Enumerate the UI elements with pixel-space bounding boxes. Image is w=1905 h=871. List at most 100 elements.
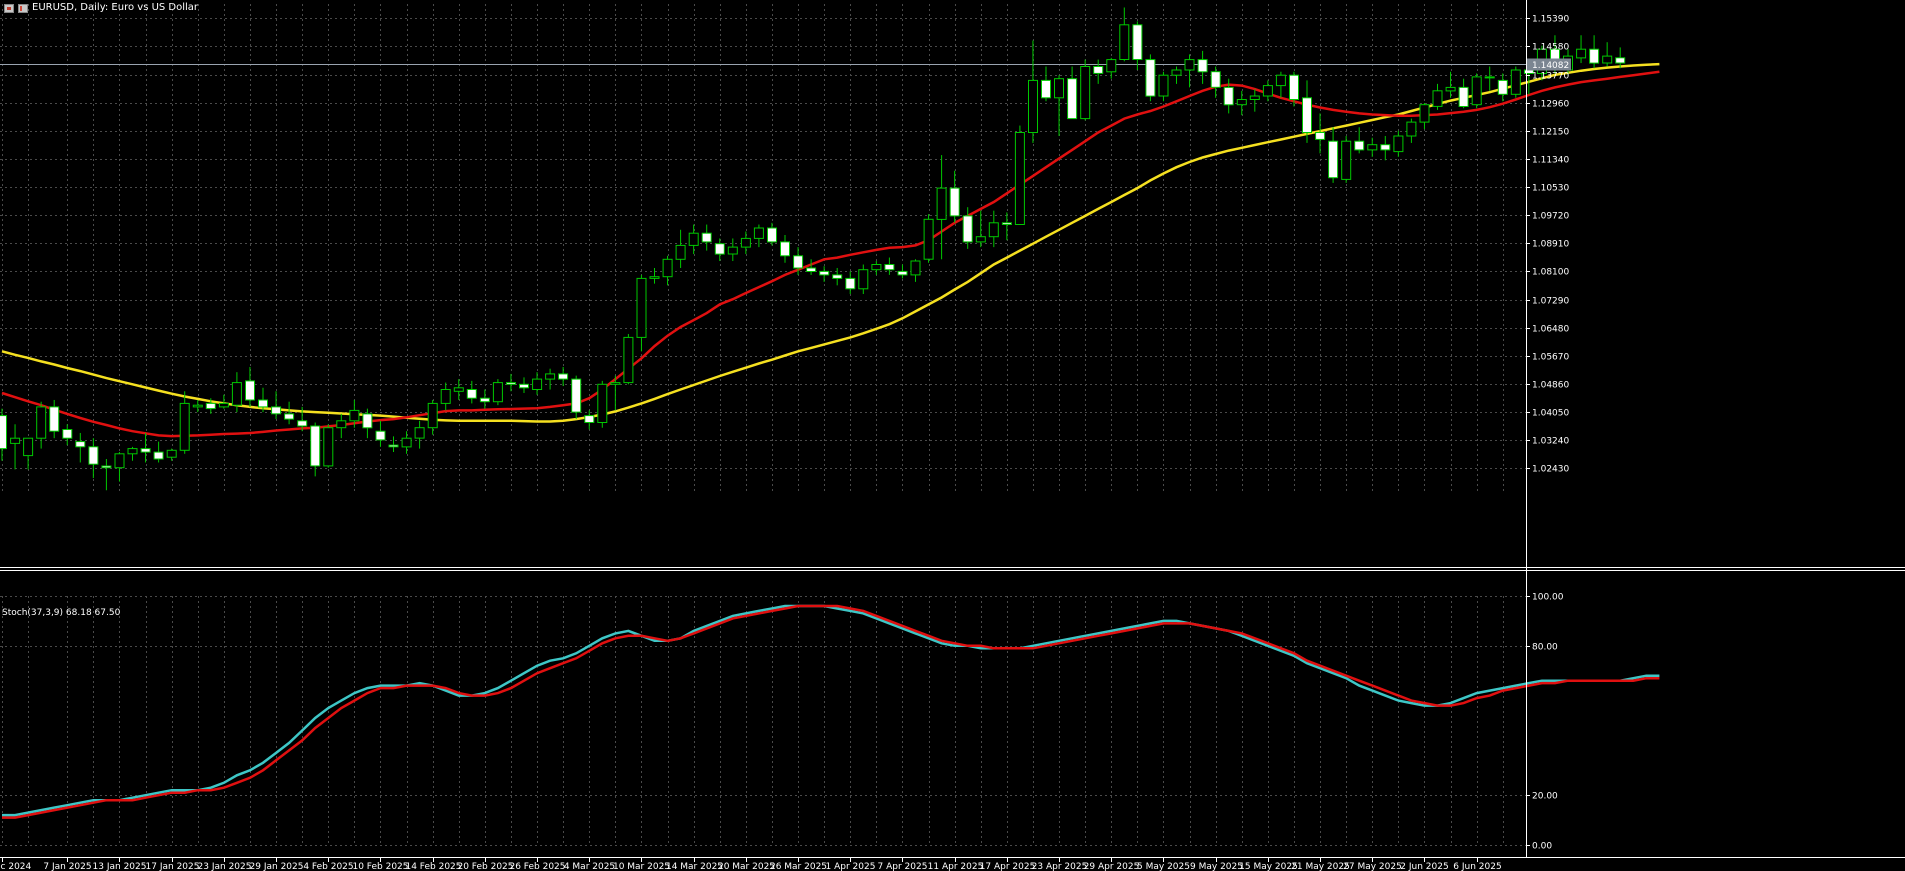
candle-body-bull (36, 406, 47, 439)
candle (1171, 66, 1182, 84)
candle-body-bull (127, 448, 138, 455)
candle-body-bull (1171, 69, 1182, 76)
candle-body-bull (975, 236, 986, 243)
candle-body-bull (636, 277, 647, 338)
candle-body-bull (675, 244, 686, 260)
candle (1236, 90, 1247, 116)
candle (205, 398, 216, 414)
candle-body-bear (153, 451, 164, 460)
candle (545, 368, 556, 390)
date-tick-label: 2 Jun 2025 (1400, 862, 1448, 871)
candle (936, 155, 947, 260)
date-tick-label: 26 Feb 2025 (509, 862, 565, 871)
candle-body-bull (727, 246, 738, 255)
candle (427, 399, 438, 435)
candle (284, 401, 295, 425)
date-tick-label: 6 Jun 2025 (1453, 862, 1501, 871)
ma-fast-line (1, 70, 1660, 438)
candle-body-bull (871, 264, 882, 271)
candle-body-bear (1041, 79, 1051, 99)
candle (1419, 102, 1430, 130)
candle-body-bear (310, 425, 321, 467)
price-tick-label: 1.04050 (1532, 409, 1569, 419)
candle (623, 333, 634, 385)
date-tick-label: 14 Mar 2025 (666, 862, 723, 871)
currency-flag-icon[interactable] (4, 3, 14, 13)
candle-body-bear (806, 267, 817, 272)
candle-body-bull (192, 404, 203, 408)
candle-body-bear (1458, 86, 1469, 108)
candle (519, 377, 529, 394)
candle-body-bear (506, 382, 516, 385)
price-tick-label: 1.08100 (1532, 268, 1569, 278)
candle (1041, 66, 1051, 102)
stoch-tick-label: 80.00 (1532, 643, 1558, 653)
date-tick-label: 4 Mar 2025 (564, 862, 615, 871)
candle (1354, 127, 1365, 154)
candle (1510, 66, 1521, 98)
candle-body-bear (701, 232, 712, 243)
candle-body-bull (1158, 74, 1169, 97)
candle-body-bear (101, 465, 112, 469)
current-price-label: 1.14082 (1532, 61, 1569, 71)
candle (753, 224, 764, 248)
chart-type-icon[interactable] (18, 3, 28, 13)
date-tick-label: 14 Feb 2025 (405, 862, 461, 871)
candle (349, 399, 360, 428)
price-tick-label: 1.11340 (1532, 156, 1569, 166)
candle-body-bull (1080, 66, 1091, 120)
candle (636, 274, 647, 352)
candle-body-bull (1262, 85, 1273, 97)
candle (0, 408, 7, 461)
current-price-tag (1527, 58, 1571, 71)
candle-body-bear (62, 429, 73, 439)
candle (1445, 71, 1456, 98)
price-tick-label: 1.08910 (1532, 240, 1569, 250)
date-tick-label: 4 Feb 2025 (303, 862, 353, 871)
candle-body-bull (923, 218, 934, 260)
candle-body-bear (388, 444, 399, 448)
candle (10, 424, 21, 470)
candle-body-bull (492, 382, 503, 403)
candle (62, 424, 73, 446)
date-tick-label: 7 Apr 2025 (878, 862, 928, 871)
candle (1615, 47, 1626, 69)
candle (1315, 113, 1326, 154)
candle (492, 379, 503, 406)
candle (1158, 71, 1169, 102)
candle-body-bear (284, 413, 295, 420)
candle-body-bull (427, 402, 438, 429)
candle (1210, 66, 1221, 98)
candle (310, 422, 321, 477)
candle-body-bear (1223, 86, 1234, 106)
price-tick-label: 1.13770 (1532, 72, 1569, 82)
candle-body-bull (10, 437, 21, 444)
price-tick-label: 1.12150 (1532, 128, 1569, 138)
candle (910, 259, 921, 282)
price-tick-label: 1.10530 (1532, 184, 1569, 194)
candle (688, 224, 699, 255)
candle (1602, 42, 1613, 67)
date-tick-label: 15 May 2025 (1239, 862, 1298, 871)
candle-body-bull (610, 382, 621, 385)
candle-body-bear (205, 402, 216, 410)
candle (923, 214, 934, 263)
stoch-tick-label: 20.00 (1532, 792, 1558, 802)
candle-body-bull (1236, 99, 1247, 106)
candle (127, 446, 138, 461)
candle-body-bear (0, 415, 7, 450)
candle (793, 247, 804, 275)
candle (1014, 125, 1025, 225)
candle (701, 224, 712, 251)
candle-body-bull (910, 260, 921, 276)
candle (153, 441, 164, 463)
candle-body-bull (1341, 140, 1352, 180)
candle (662, 255, 673, 286)
stochastic-label: Stoch(37,3,9) 68.18 67.50 (2, 608, 121, 618)
candle-body-bull (1445, 86, 1456, 92)
candle-body-bear (1197, 59, 1208, 73)
candle (1341, 135, 1352, 183)
candle (506, 373, 516, 392)
candle (740, 231, 751, 255)
